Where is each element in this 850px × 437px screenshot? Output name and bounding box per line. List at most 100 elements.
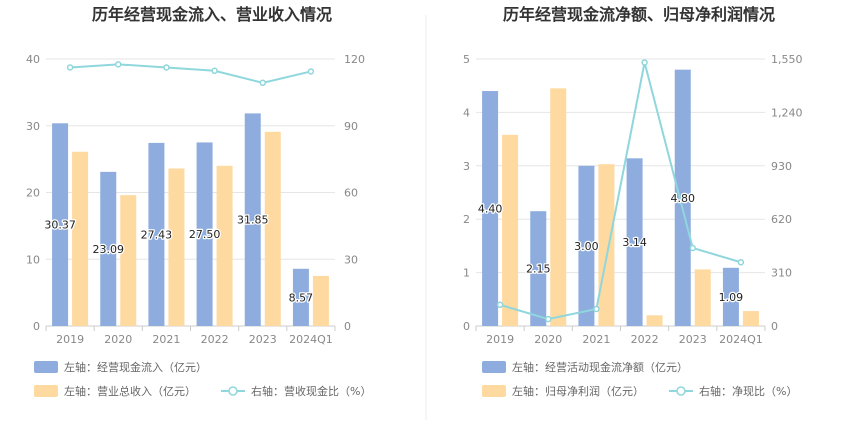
legend-swatch-line-marker: [676, 386, 686, 396]
x-axis-category-label: 2023: [679, 333, 707, 346]
line-point: [689, 244, 696, 252]
left-chart: 历年经营现金流入、营业收入情况 0 0 10 30 20 60 30 90 40 120 2019 2…: [26, 5, 371, 398]
x-axis-category-label: 2019: [486, 333, 514, 346]
legend-swatch-series-1: [482, 361, 506, 373]
bar-data-label: 23.09: [93, 243, 125, 256]
bar-series-2: [646, 315, 663, 326]
bar-data-label: 27.43: [141, 228, 173, 241]
bar-series-1: [482, 91, 499, 326]
bar-series-2: [72, 151, 89, 326]
bar-data-label: 1.09: [719, 291, 744, 304]
right-axis-tick-label: 620: [771, 213, 792, 226]
bar-series-1: [674, 69, 691, 327]
right-axis-tick-label: 0: [771, 320, 778, 333]
legend-label-series-1: 左轴：经营活动现金流净额（亿元）: [512, 360, 688, 374]
bar-data-label: 2.15: [526, 263, 551, 276]
line-point: [211, 67, 218, 75]
legend-swatch-series-1: [34, 361, 58, 373]
line-point: [641, 59, 648, 66]
bar-series-1: [196, 142, 213, 326]
line-point: [66, 64, 74, 71]
bar-data-label: 30.37: [44, 219, 76, 232]
chart-title: 历年经营现金流净额、归母净利润情况: [503, 5, 775, 24]
x-axis-category-label: 2020: [534, 333, 562, 346]
bar-series-1: [292, 268, 309, 326]
bar-series-2: [694, 269, 711, 326]
bar-series-1: [244, 113, 261, 327]
x-axis-category-label: 2020: [104, 333, 132, 346]
bar-series-2: [120, 195, 137, 326]
legend-label-series-2: 左轴：归母净利润（亿元）: [512, 384, 644, 398]
line-series: [70, 63, 312, 84]
x-axis-category-label: 2021: [582, 333, 610, 346]
bar-series-2: [598, 164, 615, 326]
line-point: [115, 61, 122, 68]
right-axis-tick-label: 60: [344, 187, 358, 200]
legend-label-series-1: 左轴：经营现金流入（亿元）: [64, 360, 207, 374]
x-axis-category-label: 2022: [631, 333, 659, 346]
bar-series-1: [100, 171, 117, 326]
right-chart: 历年经营现金流净额、归母净利润情况 0 0 1 310 2 620 3 930 4 1,240 5 1…: [463, 5, 803, 398]
left-axis-tick-label: 20: [26, 187, 40, 200]
x-axis-category-label: 2019: [56, 333, 84, 346]
left-axis-tick-label: 4: [463, 106, 470, 119]
left-axis-tick-label: 0: [463, 320, 470, 333]
bar-series-1: [722, 267, 739, 326]
left-axis-tick-label: 30: [26, 120, 40, 133]
left-axis-tick-label: 5: [463, 53, 470, 66]
legend-label-series-2: 左轴：营业总收入（亿元）: [64, 384, 196, 398]
bar-series-2: [550, 88, 567, 327]
bar-series-1: [52, 123, 69, 327]
right-axis-tick-label: 930: [771, 160, 792, 173]
bar-series-2: [742, 311, 759, 326]
legend-swatch-series-2: [34, 385, 58, 397]
bar-data-label: 4.80: [671, 192, 696, 205]
line-series: [499, 62, 742, 321]
line-point: [737, 259, 745, 266]
right-axis-tick-label: 310: [771, 267, 792, 280]
x-axis-category-label: 2024Q1: [289, 333, 333, 346]
bar-data-label: 27.50: [189, 228, 221, 241]
legend-label-series-3: 右轴：净现比（%）: [699, 384, 797, 398]
bar-series-1: [626, 158, 643, 326]
bar-series-2: [216, 165, 233, 326]
line-point: [496, 301, 504, 309]
right-axis-tick-label: 120: [344, 53, 365, 66]
bar-data-label: 4.40: [478, 203, 503, 216]
x-axis-category-label: 2023: [249, 333, 277, 346]
line-point: [259, 79, 266, 87]
left-axis-tick-label: 10: [26, 253, 40, 266]
x-axis-category-label: 2021: [152, 333, 180, 346]
line-point: [307, 68, 315, 75]
right-axis-tick-label: 1,550: [771, 53, 803, 66]
line-point: [545, 315, 552, 323]
bar-series-2: [168, 168, 185, 326]
right-axis-tick-label: 1,240: [771, 106, 803, 119]
left-axis-tick-label: 3: [463, 160, 470, 173]
bar-data-label: 3.00: [574, 240, 599, 253]
bar-series-1: [578, 165, 595, 326]
right-axis-tick-label: 30: [344, 253, 358, 266]
bar-data-label: 31.85: [237, 214, 269, 227]
bar-series-2: [312, 275, 329, 326]
bar-data-label: 8.57: [289, 291, 314, 304]
left-axis-tick-label: 2: [463, 213, 470, 226]
bar-series-1: [148, 142, 165, 326]
chart-title: 历年经营现金流入、营业收入情况: [92, 5, 332, 24]
line-point: [593, 305, 600, 313]
right-axis-tick-label: 0: [344, 320, 351, 333]
bar-data-label: 3.14: [622, 236, 647, 249]
bar-series-2: [502, 134, 519, 326]
legend-label-series-3: 右轴：营收现金比（%）: [251, 384, 371, 398]
legend-swatch-line-marker: [228, 386, 238, 396]
legend-swatch-series-2: [482, 385, 506, 397]
right-axis-tick-label: 90: [344, 120, 358, 133]
bar-series-2: [264, 131, 281, 326]
bar-series-1: [530, 211, 547, 326]
left-axis-tick-label: 0: [33, 320, 40, 333]
line-point: [163, 64, 170, 71]
left-axis-tick-label: 40: [26, 53, 40, 66]
left-axis-tick-label: 1: [463, 267, 470, 280]
x-axis-category-label: 2022: [201, 333, 229, 346]
